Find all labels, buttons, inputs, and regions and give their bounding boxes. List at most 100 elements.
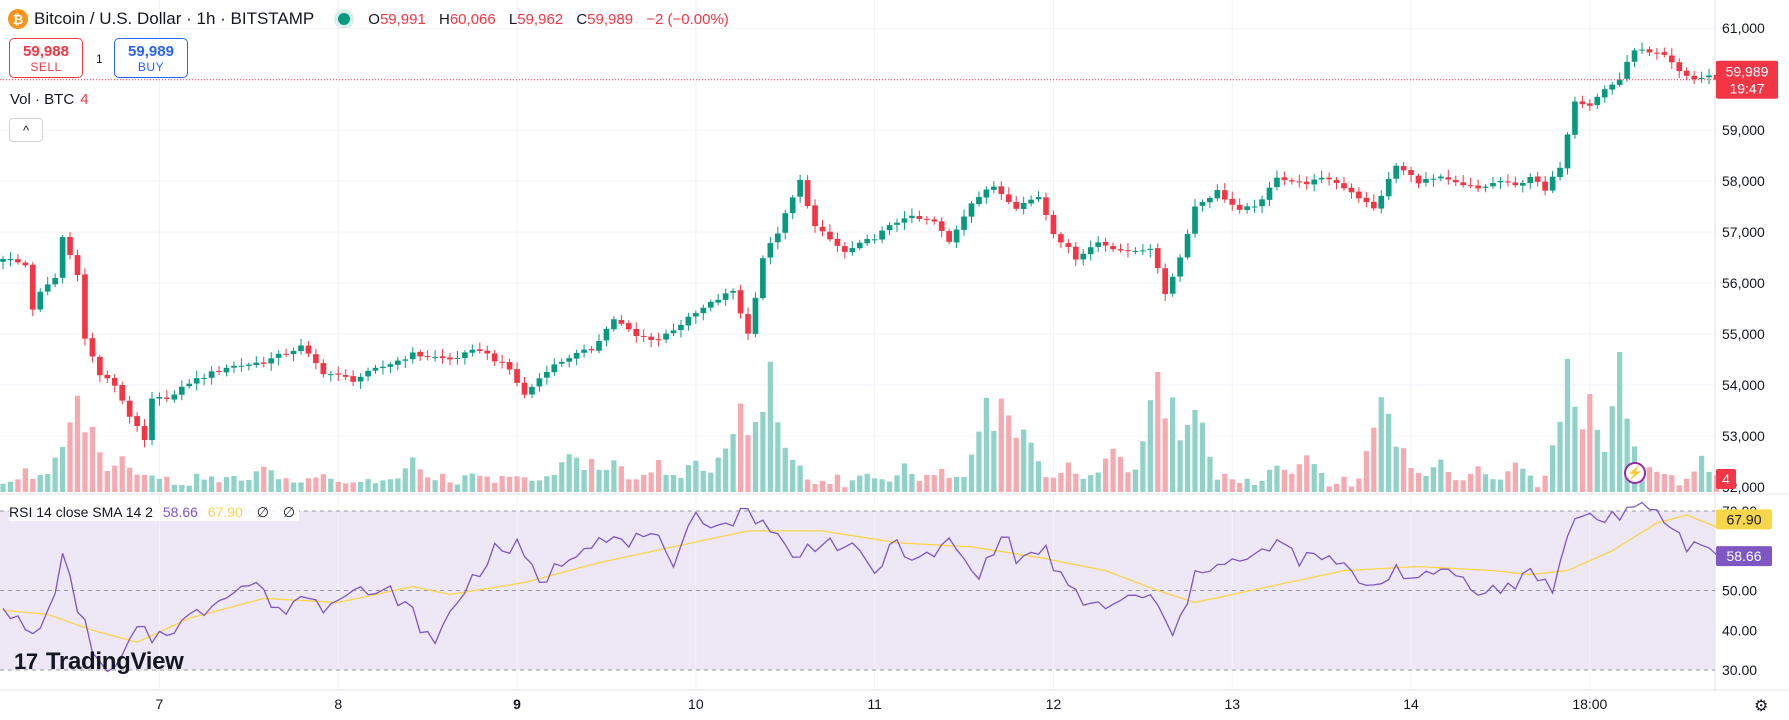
- time-tick-label: 9: [513, 696, 521, 712]
- candle-body: [499, 361, 505, 363]
- volume-bar: [775, 422, 781, 492]
- volume-bar: [946, 477, 952, 492]
- volume-bar: [812, 483, 818, 492]
- candle: [909, 208, 915, 224]
- candle: [573, 349, 580, 366]
- candle-body: [1639, 49, 1645, 51]
- candle: [1452, 175, 1459, 187]
- candle: [596, 334, 602, 354]
- candle-body: [1117, 249, 1124, 251]
- candle: [37, 288, 44, 313]
- candle: [901, 211, 908, 230]
- candle: [104, 370, 111, 384]
- candle: [521, 377, 528, 399]
- candle: [1609, 81, 1616, 95]
- candle-body: [506, 362, 513, 370]
- candle-body: [1378, 195, 1385, 209]
- candle: [1549, 170, 1556, 193]
- candle: [238, 358, 245, 372]
- candle: [74, 249, 81, 282]
- volume-bar: [1706, 471, 1712, 492]
- candle: [126, 396, 133, 424]
- volume-bar: [730, 434, 736, 492]
- volume-legend[interactable]: Vol · BTC 4: [10, 91, 89, 108]
- candle: [1408, 166, 1414, 183]
- candle: [447, 352, 453, 366]
- volume-bar: [417, 469, 423, 492]
- volume-bar: [357, 481, 364, 492]
- volume-bar: [514, 476, 520, 492]
- candle-body: [596, 340, 602, 351]
- candle-body: [648, 336, 654, 340]
- volume-bar: [15, 479, 21, 492]
- candle: [715, 293, 722, 306]
- candle-body: [372, 367, 379, 371]
- candle-body: [380, 366, 386, 368]
- collapse-legend-button[interactable]: ^: [9, 118, 43, 142]
- candle: [1646, 46, 1653, 57]
- gear-icon[interactable]: ⚙: [1754, 698, 1769, 715]
- volume-bar: [678, 478, 684, 492]
- volume-bar: [879, 479, 885, 492]
- candle-body: [1207, 198, 1213, 203]
- volume-bar: [112, 465, 118, 492]
- candle: [491, 349, 498, 367]
- sell-button[interactable]: 59,988 SELL: [9, 38, 83, 78]
- candle-body: [551, 364, 558, 373]
- volume-bar: [1579, 429, 1586, 492]
- volume-bar: [447, 482, 453, 492]
- volume-bar: [387, 479, 394, 492]
- quantity-value[interactable]: 1: [96, 52, 103, 66]
- candle-body: [1110, 246, 1116, 250]
- candle-body: [283, 353, 289, 355]
- candle: [1207, 195, 1213, 209]
- volume-bar: [544, 476, 550, 492]
- volume-bar: [1520, 468, 1526, 492]
- volume-bar: [1184, 424, 1191, 492]
- candle: [879, 226, 885, 244]
- candle-body: [1490, 183, 1496, 187]
- time-tick-label: 10: [688, 696, 704, 712]
- bar-countdown-label: 19:47: [1729, 81, 1764, 97]
- candle-body: [1221, 190, 1228, 200]
- last-volume-label: 4: [1722, 471, 1730, 487]
- volume-bar: [723, 448, 729, 492]
- volume-bar: [0, 483, 6, 492]
- candle: [231, 361, 237, 374]
- buy-button[interactable]: 59,989 BUY: [114, 38, 188, 78]
- candle: [842, 241, 848, 259]
- volume-bar: [1475, 466, 1481, 492]
- candle-body: [1177, 257, 1183, 277]
- candle: [1087, 240, 1094, 261]
- symbol-title[interactable]: Bitcoin / U.S. Dollar · 1h · BITSTAMP: [34, 9, 315, 28]
- rsi-legend[interactable]: RSI 14 close SMA 14 2 58.66 67.90 ∅ ∅: [9, 504, 300, 521]
- candle: [342, 369, 349, 381]
- candle: [357, 373, 364, 389]
- last-price-badge: [1716, 60, 1778, 99]
- volume-bar: [1088, 475, 1094, 492]
- candle-body: [462, 352, 468, 358]
- price-tick-label: 55,000: [1722, 326, 1765, 342]
- volume-bar: [1013, 437, 1019, 492]
- candle: [454, 351, 461, 365]
- candle-body: [767, 243, 774, 258]
- candle-body: [134, 416, 140, 427]
- candle: [1698, 71, 1705, 83]
- candle-body: [1661, 52, 1668, 55]
- candle-body: [529, 386, 535, 395]
- candle-body: [536, 378, 543, 387]
- volume-value: 4: [80, 91, 89, 108]
- volume-bar: [1199, 422, 1206, 492]
- logo-text: TradingView: [45, 648, 184, 675]
- volume-bar: [268, 470, 274, 492]
- volume-bar: [737, 403, 744, 492]
- candle-body: [74, 255, 81, 276]
- bolt-icon[interactable]: ⚡: [1624, 462, 1646, 484]
- candle-body: [707, 301, 714, 308]
- tradingview-logo[interactable]: 17 TradingView: [14, 648, 184, 676]
- high-value: 60,066: [449, 10, 496, 28]
- candle: [678, 319, 684, 338]
- volume-bar: [499, 475, 505, 492]
- candle-body: [521, 382, 528, 395]
